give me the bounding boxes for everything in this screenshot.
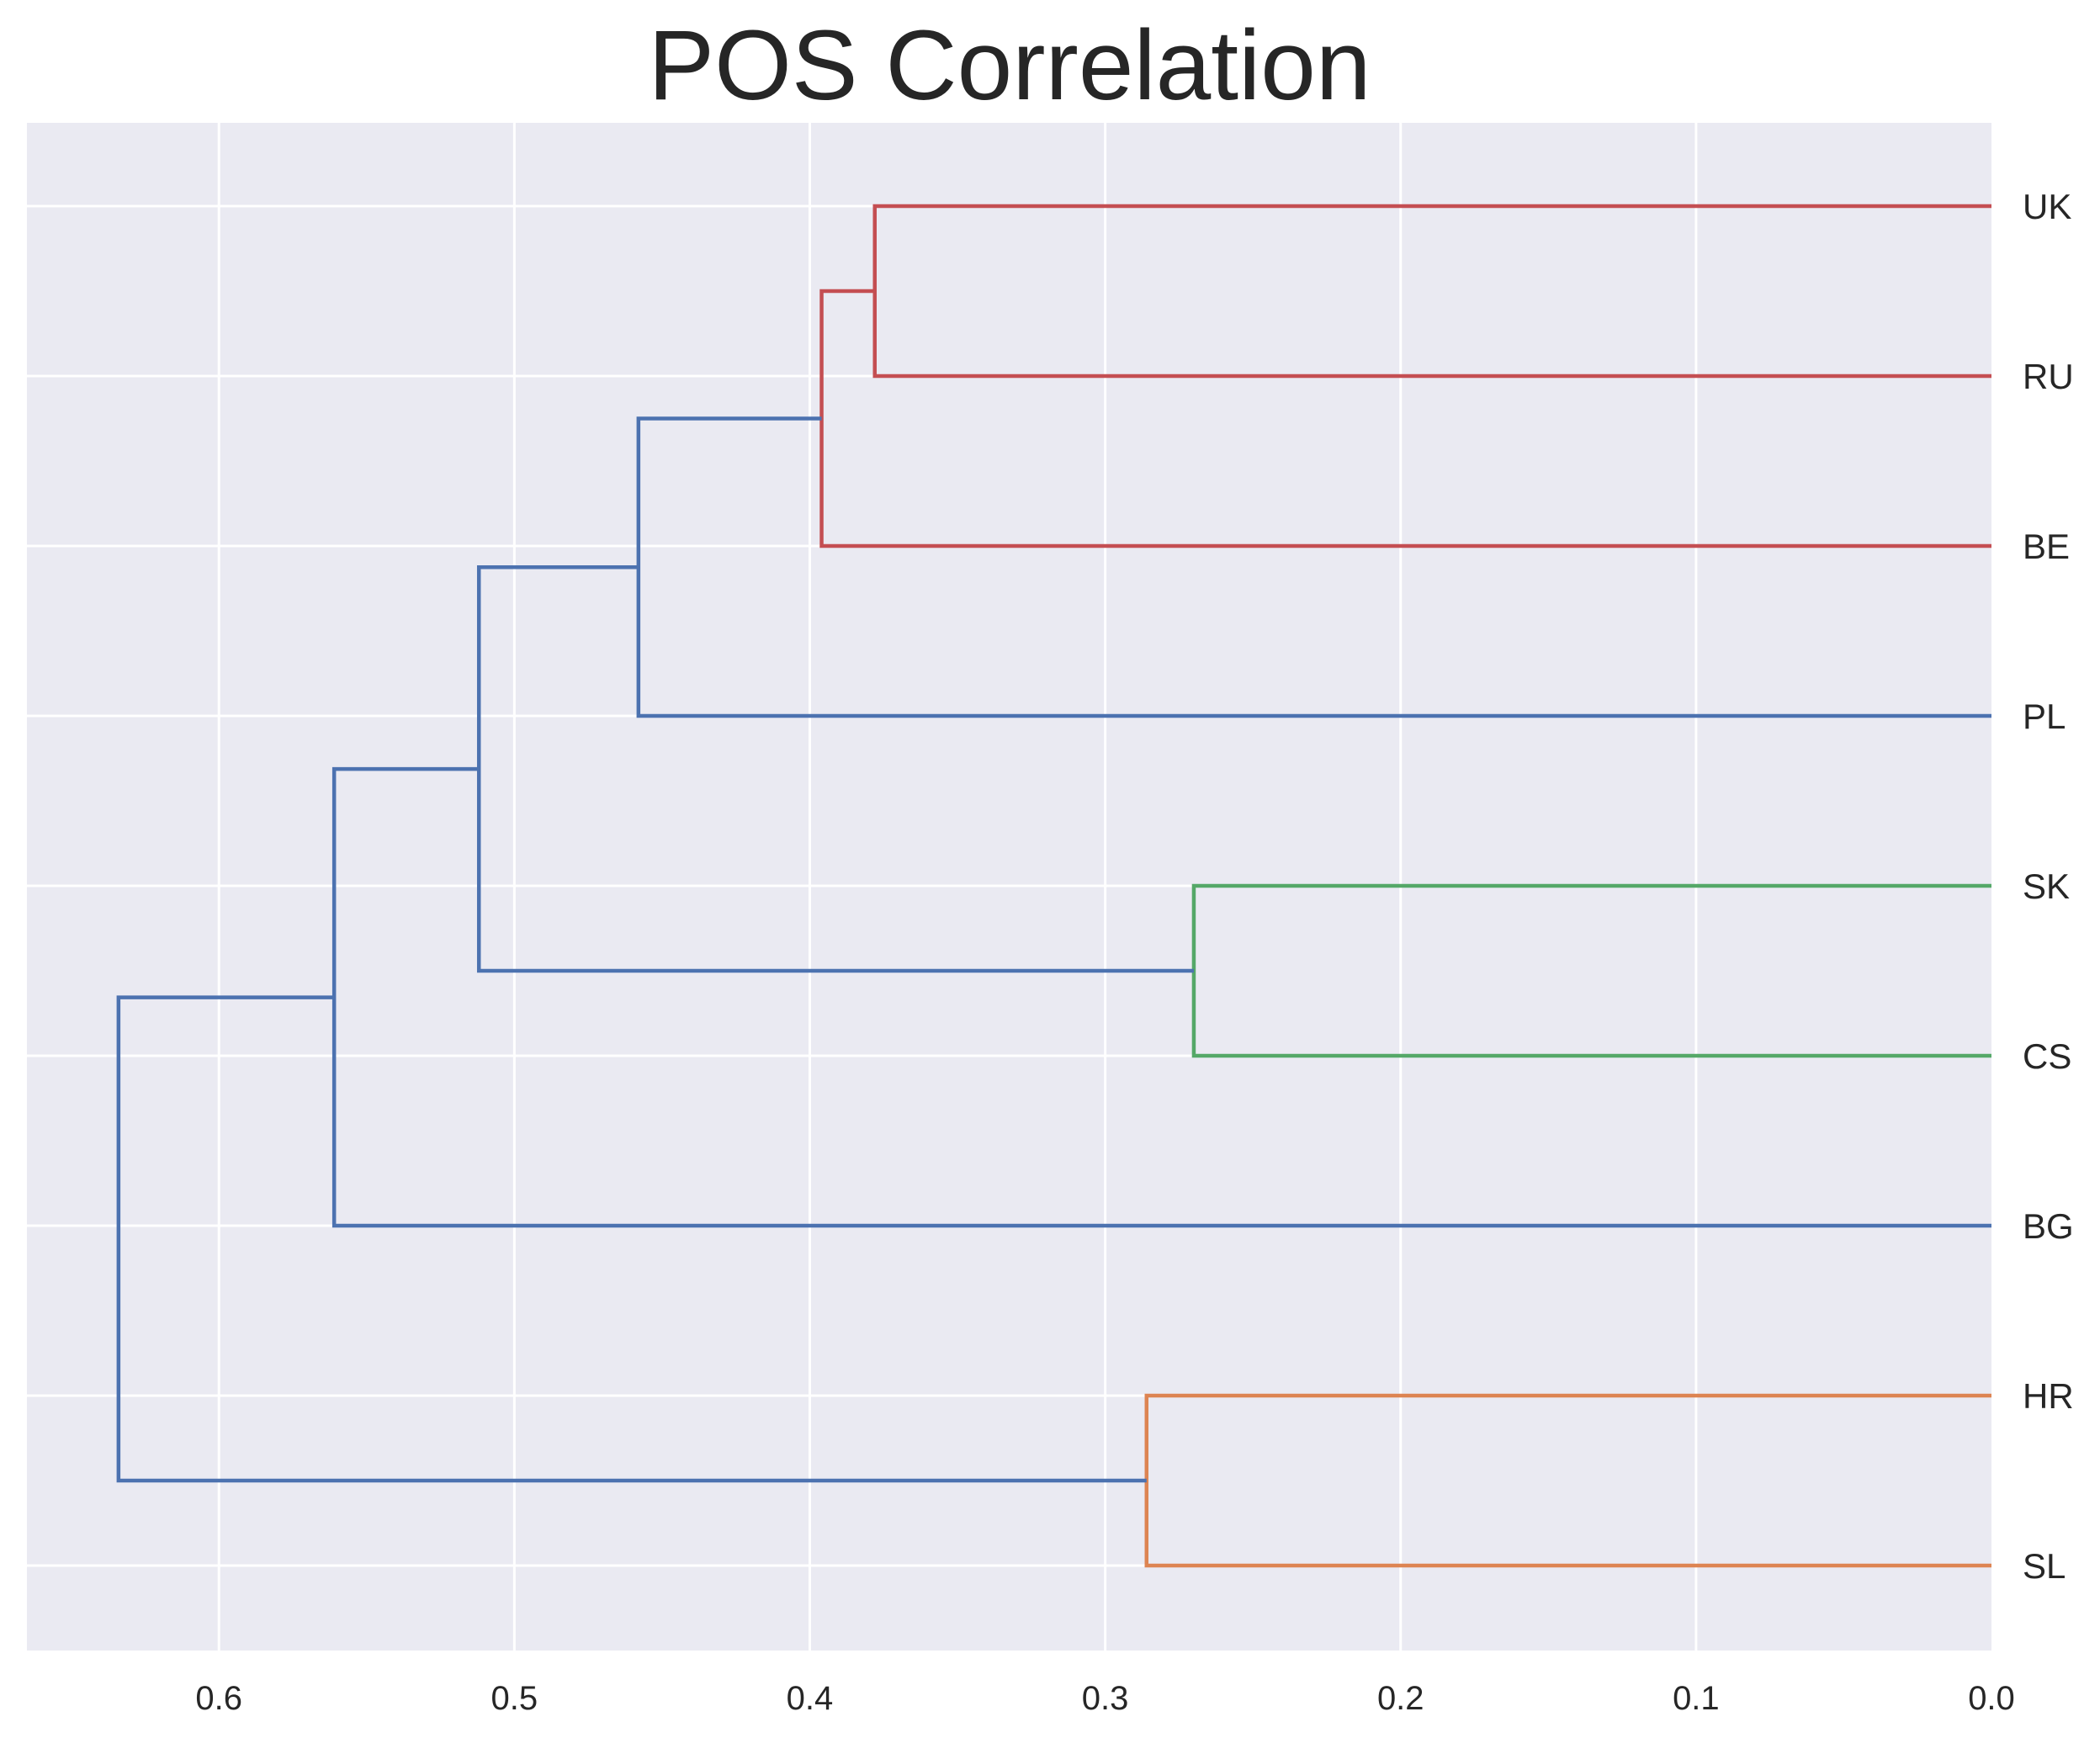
x-tick-label: 0.4 (787, 1680, 834, 1717)
leaf-label: SL (2023, 1546, 2066, 1586)
leaf-labels: UK RU BE PL SK CS BG HR SL (2023, 187, 2074, 1586)
leaf-label: BG (2023, 1206, 2074, 1246)
dendrogram-link (819, 289, 1991, 548)
x-tick-label: 0.5 (491, 1680, 538, 1717)
leaf-label: PL (2023, 697, 2066, 736)
x-tick-label: 0.2 (1377, 1680, 1424, 1717)
x-tick-label: 0.3 (1082, 1680, 1129, 1717)
x-axis-ticks: 0.6 0.5 0.4 0.3 0.2 0.1 0.0 (195, 1680, 2014, 1717)
leaf-label: HR (2023, 1376, 2074, 1416)
dendrogram-link (476, 565, 1194, 973)
x-tick-label: 0.6 (195, 1680, 242, 1717)
leaf-label: SK (2023, 866, 2070, 906)
dendrogram-link (331, 766, 1991, 1228)
leaf-label: BE (2023, 527, 2070, 566)
dendrogram-link (872, 204, 1991, 379)
x-tick-label: 0.0 (1968, 1680, 2015, 1717)
dendrogram-link (636, 416, 1991, 718)
x-tick-label: 0.1 (1673, 1680, 1720, 1717)
chart-title: POS Correlation (648, 10, 1371, 121)
dendrogram-links (116, 204, 1991, 1568)
leaf-label: RU (2023, 357, 2074, 396)
leaf-label: CS (2023, 1036, 2071, 1076)
dendrogram-link (116, 995, 1147, 1483)
leaf-label: UK (2023, 187, 2071, 226)
